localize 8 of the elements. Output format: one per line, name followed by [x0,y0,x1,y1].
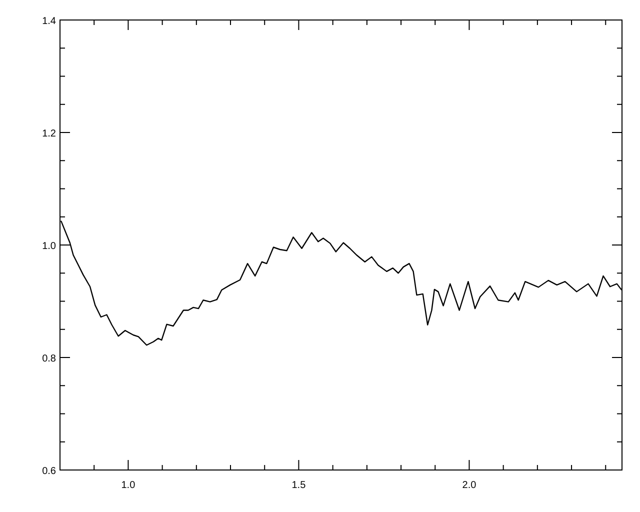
text: 1.0 [121,480,136,491]
y-tick-label: 0.6 [42,466,56,477]
y-tick-label: 0.8 [42,354,56,364]
y-tick-label: 1.4 [42,16,56,27]
y-tick-label: 1.0 [42,241,56,252]
y-tick-label: 1.2 [42,128,56,140]
x-tick-label: 2.0 [462,480,477,491]
x-tick-label: 1.5 [292,480,306,491]
